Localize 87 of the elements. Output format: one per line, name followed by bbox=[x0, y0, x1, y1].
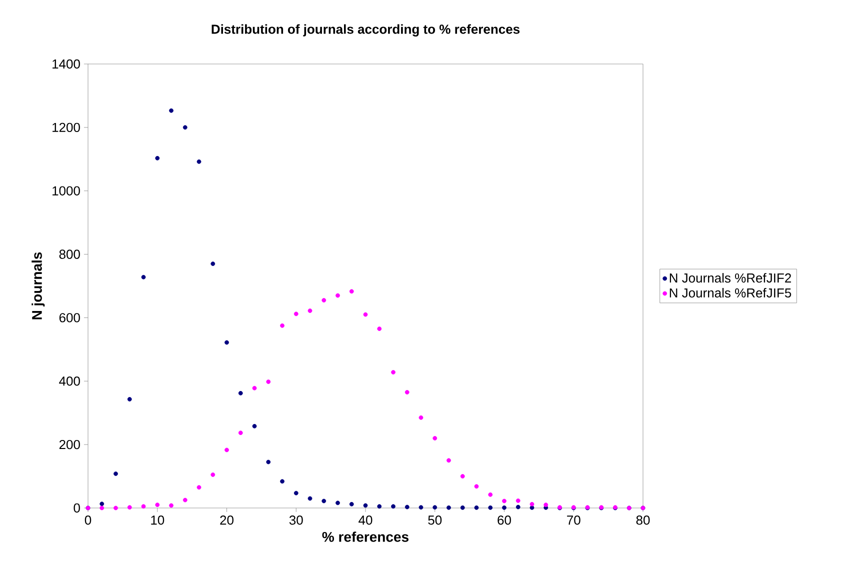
point bbox=[210, 262, 216, 266]
point bbox=[182, 125, 188, 130]
y-tick-label: 1000 bbox=[52, 186, 80, 196]
point bbox=[224, 340, 229, 345]
y-tick-label: 800 bbox=[59, 250, 80, 259]
point bbox=[100, 502, 104, 506]
y-tick-label: 1200 bbox=[52, 122, 80, 132]
point bbox=[446, 505, 451, 510]
point bbox=[418, 415, 424, 420]
y-axis-title: N journals bbox=[32, 252, 45, 320]
point bbox=[322, 498, 326, 504]
point bbox=[336, 500, 340, 506]
point bbox=[100, 506, 104, 510]
point bbox=[377, 326, 382, 331]
point bbox=[418, 505, 424, 510]
point bbox=[169, 108, 174, 113]
point bbox=[544, 502, 548, 508]
point bbox=[446, 458, 451, 463]
x-tick-label: 20 bbox=[220, 516, 234, 525]
point bbox=[182, 498, 188, 502]
point bbox=[294, 312, 298, 316]
y-tick-label: 400 bbox=[59, 376, 80, 386]
point bbox=[322, 298, 326, 302]
point bbox=[474, 505, 479, 510]
point bbox=[238, 390, 243, 396]
point bbox=[294, 490, 298, 496]
point bbox=[432, 436, 438, 440]
point bbox=[474, 484, 479, 489]
point bbox=[530, 505, 534, 510]
x-tick-label: 30 bbox=[289, 516, 303, 525]
point bbox=[308, 496, 312, 501]
point bbox=[169, 503, 174, 508]
legend-label: N Journals %RefJIF2 bbox=[670, 273, 791, 283]
point bbox=[363, 503, 368, 508]
point bbox=[349, 289, 354, 294]
point bbox=[349, 502, 354, 506]
y-tick-label: 0 bbox=[74, 503, 80, 513]
point bbox=[363, 312, 368, 317]
point bbox=[391, 370, 396, 374]
point bbox=[488, 505, 493, 510]
legend-label: N Journals %RefJIF5 bbox=[670, 288, 792, 298]
x-tick-label: 40 bbox=[358, 516, 372, 525]
chart-title: Distribution of journals according to % references bbox=[212, 24, 520, 36]
point bbox=[127, 397, 132, 402]
point bbox=[460, 474, 465, 478]
point bbox=[516, 504, 520, 510]
point bbox=[224, 448, 229, 452]
x-tick-label: 60 bbox=[498, 516, 511, 525]
point bbox=[432, 505, 438, 510]
point bbox=[266, 380, 271, 384]
point bbox=[196, 159, 202, 164]
point bbox=[114, 472, 118, 476]
point bbox=[391, 504, 396, 509]
point bbox=[196, 485, 202, 490]
x-tick-label: 0 bbox=[84, 516, 92, 525]
point bbox=[266, 460, 271, 464]
point bbox=[336, 293, 340, 298]
point bbox=[488, 492, 493, 497]
point bbox=[404, 390, 410, 394]
point bbox=[252, 386, 257, 390]
point bbox=[308, 308, 312, 313]
point bbox=[377, 504, 382, 509]
point bbox=[238, 430, 243, 436]
point bbox=[155, 156, 160, 160]
point bbox=[252, 424, 257, 428]
point bbox=[127, 505, 132, 510]
point bbox=[516, 498, 520, 503]
x-tick-label: 50 bbox=[428, 516, 442, 525]
x-tick-label: 10 bbox=[151, 516, 164, 525]
x-axis-title: % references bbox=[322, 532, 408, 542]
x-tick-label: 70 bbox=[567, 516, 580, 525]
point bbox=[530, 502, 534, 506]
y-tick-label: 1400 bbox=[52, 59, 80, 69]
point bbox=[502, 498, 506, 504]
x-tick-label: 80 bbox=[636, 516, 650, 525]
point bbox=[280, 479, 284, 484]
point bbox=[114, 506, 118, 510]
point bbox=[155, 502, 160, 508]
point bbox=[502, 505, 506, 510]
y-tick-label: 200 bbox=[59, 440, 80, 450]
point bbox=[280, 323, 284, 328]
point bbox=[210, 472, 216, 477]
point bbox=[460, 505, 465, 510]
point bbox=[141, 504, 146, 509]
point bbox=[404, 504, 410, 510]
point bbox=[141, 274, 146, 280]
y-tick-label: 600 bbox=[59, 313, 80, 322]
